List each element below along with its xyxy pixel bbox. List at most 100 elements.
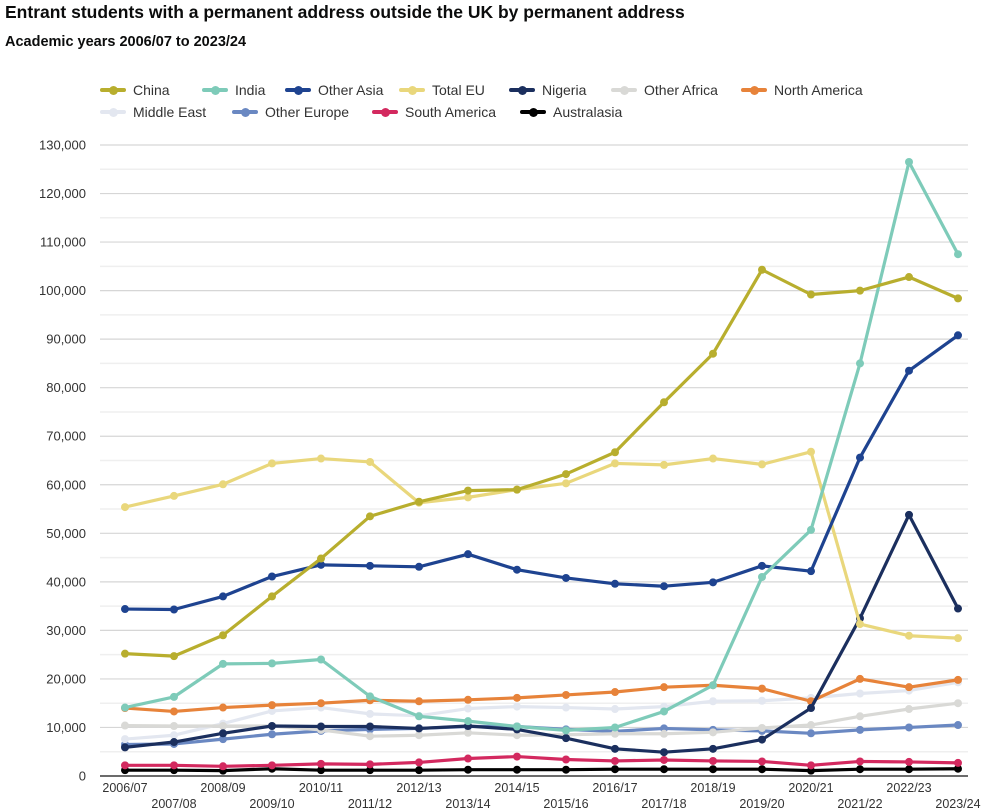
data-point-total-eu[interactable] — [170, 491, 178, 500]
data-point-other-asia[interactable] — [317, 560, 325, 569]
data-point-nigeria[interactable] — [219, 729, 227, 738]
data-point-australasia[interactable] — [856, 765, 864, 774]
data-point-other-africa[interactable] — [415, 731, 423, 740]
legend-item-south-america[interactable]: South America — [372, 104, 496, 120]
data-point-other-africa[interactable] — [121, 721, 129, 730]
data-point-india[interactable] — [562, 726, 570, 735]
data-point-india[interactable] — [905, 157, 913, 166]
data-point-south-america[interactable] — [807, 761, 815, 770]
data-point-north-america[interactable] — [758, 684, 766, 693]
data-point-india[interactable] — [758, 572, 766, 581]
data-point-other-europe[interactable] — [954, 721, 962, 730]
data-point-north-america[interactable] — [268, 701, 276, 710]
data-point-other-africa[interactable] — [807, 721, 815, 730]
data-point-other-asia[interactable] — [366, 561, 374, 570]
data-point-middle-east[interactable] — [170, 731, 178, 740]
data-point-other-africa[interactable] — [513, 731, 521, 740]
data-point-other-asia[interactable] — [807, 567, 815, 576]
data-point-north-america[interactable] — [464, 695, 472, 704]
legend-item-north-america[interactable]: North America — [741, 82, 863, 98]
data-point-north-america[interactable] — [170, 707, 178, 716]
data-point-total-eu[interactable] — [758, 460, 766, 469]
data-point-middle-east[interactable] — [562, 703, 570, 712]
data-point-india[interactable] — [415, 712, 423, 721]
data-point-india[interactable] — [954, 250, 962, 259]
data-point-nigeria[interactable] — [415, 724, 423, 733]
legend-item-other-africa[interactable]: Other Africa — [611, 82, 718, 98]
data-point-india[interactable] — [660, 707, 668, 716]
data-point-total-eu[interactable] — [709, 454, 717, 463]
data-point-middle-east[interactable] — [121, 735, 129, 744]
data-point-nigeria[interactable] — [807, 704, 815, 713]
data-point-middle-east[interactable] — [366, 709, 374, 718]
data-point-nigeria[interactable] — [317, 722, 325, 731]
data-point-india[interactable] — [464, 717, 472, 726]
data-point-middle-east[interactable] — [856, 689, 864, 698]
data-point-china[interactable] — [513, 485, 521, 494]
data-point-south-america[interactable] — [513, 752, 521, 761]
data-point-australasia[interactable] — [415, 766, 423, 775]
data-point-other-asia[interactable] — [611, 579, 619, 588]
data-point-other-asia[interactable] — [513, 565, 521, 574]
data-point-china[interactable] — [464, 486, 472, 495]
data-point-south-america[interactable] — [219, 762, 227, 771]
data-point-india[interactable] — [170, 692, 178, 701]
data-point-other-asia[interactable] — [170, 605, 178, 614]
data-point-north-america[interactable] — [856, 674, 864, 683]
data-point-other-asia[interactable] — [905, 366, 913, 375]
data-point-total-eu[interactable] — [611, 459, 619, 468]
data-point-north-america[interactable] — [562, 690, 570, 699]
data-point-south-america[interactable] — [268, 761, 276, 770]
data-point-other-africa[interactable] — [905, 705, 913, 714]
data-point-other-africa[interactable] — [170, 722, 178, 731]
legend-item-china[interactable]: China — [100, 82, 170, 98]
legend-item-total-eu[interactable]: Total EU — [399, 82, 485, 98]
data-point-total-eu[interactable] — [562, 479, 570, 488]
data-point-other-africa[interactable] — [660, 729, 668, 738]
data-point-south-america[interactable] — [758, 757, 766, 766]
data-point-australasia[interactable] — [905, 765, 913, 774]
data-point-china[interactable] — [170, 652, 178, 661]
data-point-middle-east[interactable] — [513, 702, 521, 711]
data-point-north-america[interactable] — [317, 699, 325, 708]
data-point-other-africa[interactable] — [366, 732, 374, 741]
data-point-australasia[interactable] — [611, 765, 619, 774]
data-point-north-america[interactable] — [954, 675, 962, 684]
data-point-other-asia[interactable] — [464, 550, 472, 559]
data-point-china[interactable] — [954, 294, 962, 303]
data-point-china[interactable] — [660, 398, 668, 407]
data-point-china[interactable] — [709, 349, 717, 358]
data-point-nigeria[interactable] — [170, 738, 178, 747]
data-point-south-america[interactable] — [660, 755, 668, 764]
data-point-south-america[interactable] — [562, 755, 570, 764]
data-point-india[interactable] — [268, 659, 276, 668]
data-point-china[interactable] — [317, 554, 325, 563]
data-point-nigeria[interactable] — [268, 722, 276, 731]
data-point-south-america[interactable] — [317, 759, 325, 768]
data-point-other-africa[interactable] — [464, 728, 472, 737]
data-point-middle-east[interactable] — [758, 696, 766, 705]
data-point-china[interactable] — [905, 273, 913, 282]
data-point-south-america[interactable] — [954, 758, 962, 767]
data-point-china[interactable] — [268, 592, 276, 601]
data-point-middle-east[interactable] — [611, 705, 619, 714]
legend-item-australasia[interactable]: Australasia — [520, 104, 622, 120]
data-point-middle-east[interactable] — [464, 704, 472, 713]
data-point-south-america[interactable] — [709, 756, 717, 765]
data-point-nigeria[interactable] — [709, 744, 717, 753]
legend-item-nigeria[interactable]: Nigeria — [509, 82, 586, 98]
data-point-nigeria[interactable] — [562, 734, 570, 743]
data-point-australasia[interactable] — [513, 765, 521, 774]
data-point-nigeria[interactable] — [954, 604, 962, 613]
data-point-other-asia[interactable] — [562, 573, 570, 582]
data-point-total-eu[interactable] — [464, 493, 472, 502]
data-point-other-europe[interactable] — [219, 735, 227, 744]
data-point-other-africa[interactable] — [219, 722, 227, 731]
data-point-total-eu[interactable] — [807, 447, 815, 456]
data-point-nigeria[interactable] — [905, 510, 913, 519]
data-point-india[interactable] — [611, 723, 619, 732]
data-point-north-america[interactable] — [513, 693, 521, 702]
data-point-total-eu[interactable] — [856, 620, 864, 629]
data-point-india[interactable] — [807, 525, 815, 534]
data-point-other-asia[interactable] — [415, 562, 423, 571]
